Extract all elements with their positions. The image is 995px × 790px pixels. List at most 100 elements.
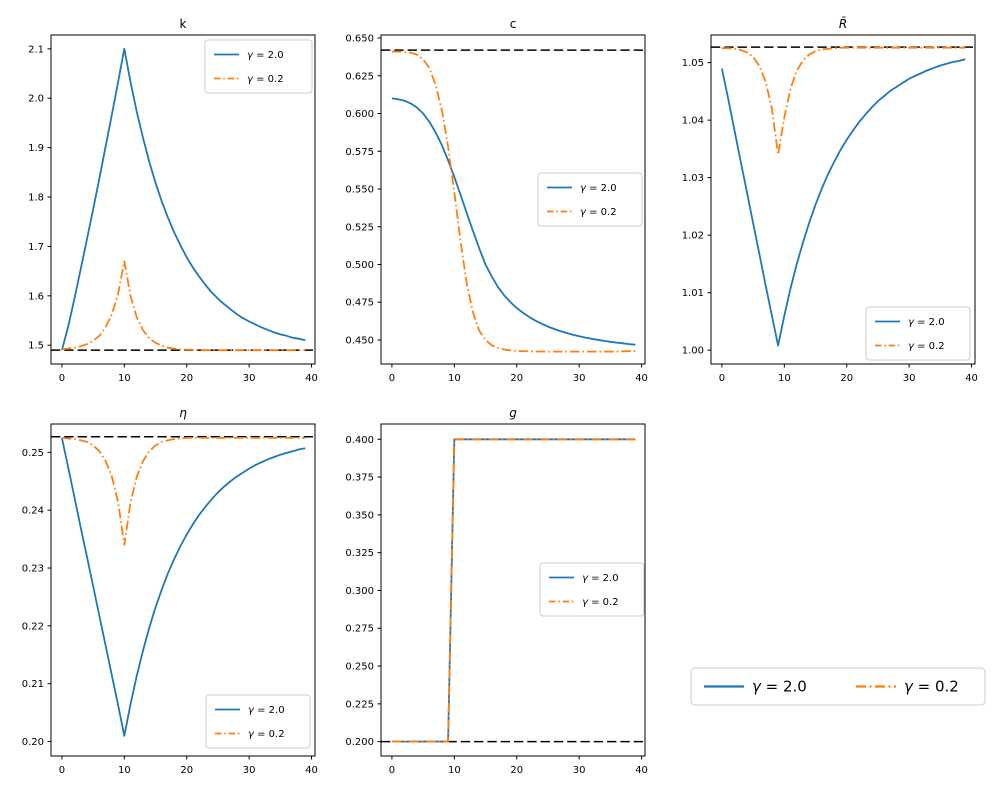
y-tick-label: 1.01: [682, 288, 704, 299]
x-tick-label: 30: [573, 373, 586, 384]
legend-g: γ = 2.0γ = 0.2: [539, 562, 645, 617]
y-tick-label: 0.650: [345, 34, 374, 45]
subplot-g: 0 10 20 30 40 0.200 0.225 0.250 0.275 0.300 0.325 0…: [345, 406, 648, 776]
subplot-c: 0 10 20 30 40 0.450 0.475 0.500 0.525 0.550 0.575 0…: [345, 17, 648, 384]
x-tick-label: 10: [448, 765, 461, 776]
legend-box: [205, 694, 311, 749]
y-tick-label: 2.0: [28, 94, 44, 105]
x-tick-label: 30: [243, 765, 256, 776]
gamma-symbol: γ: [582, 573, 589, 584]
series-line-gamma-2.0: [61, 47, 306, 351]
legend-box: [204, 39, 313, 94]
y-tick-label: 0.375: [345, 473, 374, 484]
legend-label: γ = 0.2: [247, 74, 284, 85]
gamma-value: = 0.2: [253, 74, 284, 85]
x-tick-label: 10: [448, 373, 461, 384]
legend-box: [690, 667, 986, 706]
subplot-title-Rbar: R̄: [839, 17, 847, 31]
subplot-Rbar: 0 10 20 30 40 1.00 1.01 1.02 1.03 1.04 1.05 R̄ γ = 2…: [682, 17, 978, 384]
gamma-value: = 0.2: [254, 729, 285, 740]
x-tick-label: 20: [510, 373, 523, 384]
series-line-gamma-0.2: [391, 50, 636, 353]
axes-frame: [380, 34, 646, 365]
series-line-gamma-0.2: [721, 46, 966, 156]
legend-Rbar: γ = 2.0γ = 0.2: [865, 306, 971, 361]
x-tick-label: 40: [635, 373, 648, 384]
x-tick-label: 20: [510, 765, 523, 776]
legend-box: [537, 172, 643, 227]
x-tick-label: 20: [840, 373, 853, 384]
series-line-gamma-2.0: [721, 58, 966, 347]
y-tick-label: 0.250: [345, 662, 374, 673]
y-tick-label: 0.325: [345, 548, 374, 559]
y-tick-label: 0.24: [22, 506, 44, 517]
gamma-value: = 2.0: [254, 705, 285, 716]
x-tick-label: 10: [118, 373, 131, 384]
y-tick-label: 0.25: [22, 448, 44, 459]
y-tick-label: 0.300: [345, 586, 374, 597]
legend-box: [539, 562, 645, 617]
y-tick-label: 0.550: [345, 185, 374, 196]
y-tick-label: 1.04: [682, 116, 704, 127]
x-tick-label: 10: [118, 765, 131, 776]
gamma-value: = 2.0: [253, 50, 284, 61]
x-tick-label: 30: [903, 373, 916, 384]
figure-legend: γ = 2.0 γ = 0.2: [690, 667, 986, 706]
y-tick-label: 0.400: [345, 435, 374, 446]
x-tick-label: 40: [635, 765, 648, 776]
x-tick-label: 0: [389, 765, 395, 776]
series-line-gamma-0.2: [391, 438, 636, 743]
x-tick-label: 30: [573, 765, 586, 776]
gamma-value: = 2.0: [586, 183, 617, 194]
gamma-value: = 2.0: [761, 678, 807, 696]
gamma-symbol: γ: [582, 597, 589, 608]
y-tick-label: 0.450: [345, 335, 374, 346]
y-tick-label: 1.5: [28, 341, 44, 352]
gamma-value: = 0.2: [913, 678, 959, 696]
x-tick-label: 40: [965, 373, 978, 384]
x-tick-label: 40: [305, 373, 318, 384]
x-tick-label: 40: [305, 765, 318, 776]
legend-label: γ = 2.0: [247, 50, 284, 61]
series-line-gamma-0.2: [61, 260, 306, 352]
y-tick-label: 0.20: [22, 737, 44, 748]
y-tick-label: 0.275: [345, 624, 374, 635]
y-tick-label: 1.05: [682, 58, 704, 69]
gamma-symbol: γ: [247, 74, 254, 85]
subplot-title-k: k: [180, 17, 187, 31]
legend-label: γ = 2.0: [908, 317, 945, 328]
legend-label: γ = 0.2: [580, 207, 617, 218]
legend-box: [865, 306, 971, 361]
y-tick-label: 0.21: [22, 679, 44, 690]
legend-label: γ = 0.2: [904, 678, 959, 696]
y-tick-label: 1.8: [28, 193, 44, 204]
gamma-symbol: γ: [580, 183, 587, 194]
legend-eta: γ = 2.0γ = 0.2: [205, 694, 311, 749]
legend-label: γ = 2.0: [580, 183, 617, 194]
x-tick-label: 10: [778, 373, 791, 384]
gamma-value: = 0.2: [588, 597, 619, 608]
y-tick-label: 0.225: [345, 699, 374, 710]
legend-label: γ = 2.0: [752, 678, 807, 696]
x-tick-label: 0: [719, 373, 725, 384]
gamma-symbol: γ: [580, 207, 587, 218]
axes-frame: [50, 34, 316, 365]
subplot-k: 0 10 20 30 401.51.61.71.81.92.02.1kγ = 2.0γ …: [28, 17, 318, 384]
series-line-gamma-0.2: [61, 436, 306, 546]
series-line-gamma-2.0: [391, 97, 636, 346]
x-tick-label: 20: [180, 373, 193, 384]
y-tick-label: 1.02: [682, 231, 704, 242]
x-tick-label: 30: [243, 373, 256, 384]
legend-c: γ = 2.0γ = 0.2: [537, 172, 643, 227]
subplot-title-g: g: [509, 406, 517, 420]
y-tick-label: 0.525: [345, 222, 374, 233]
y-tick-label: 1.00: [682, 346, 704, 357]
y-tick-label: 0.22: [22, 621, 44, 632]
gamma-value: = 0.2: [586, 207, 617, 218]
gamma-symbol: γ: [752, 678, 762, 696]
gamma-symbol: γ: [247, 50, 254, 61]
x-tick-label: 20: [180, 765, 193, 776]
y-tick-label: 0.500: [345, 260, 374, 271]
subplot-title-eta: η: [179, 406, 187, 420]
